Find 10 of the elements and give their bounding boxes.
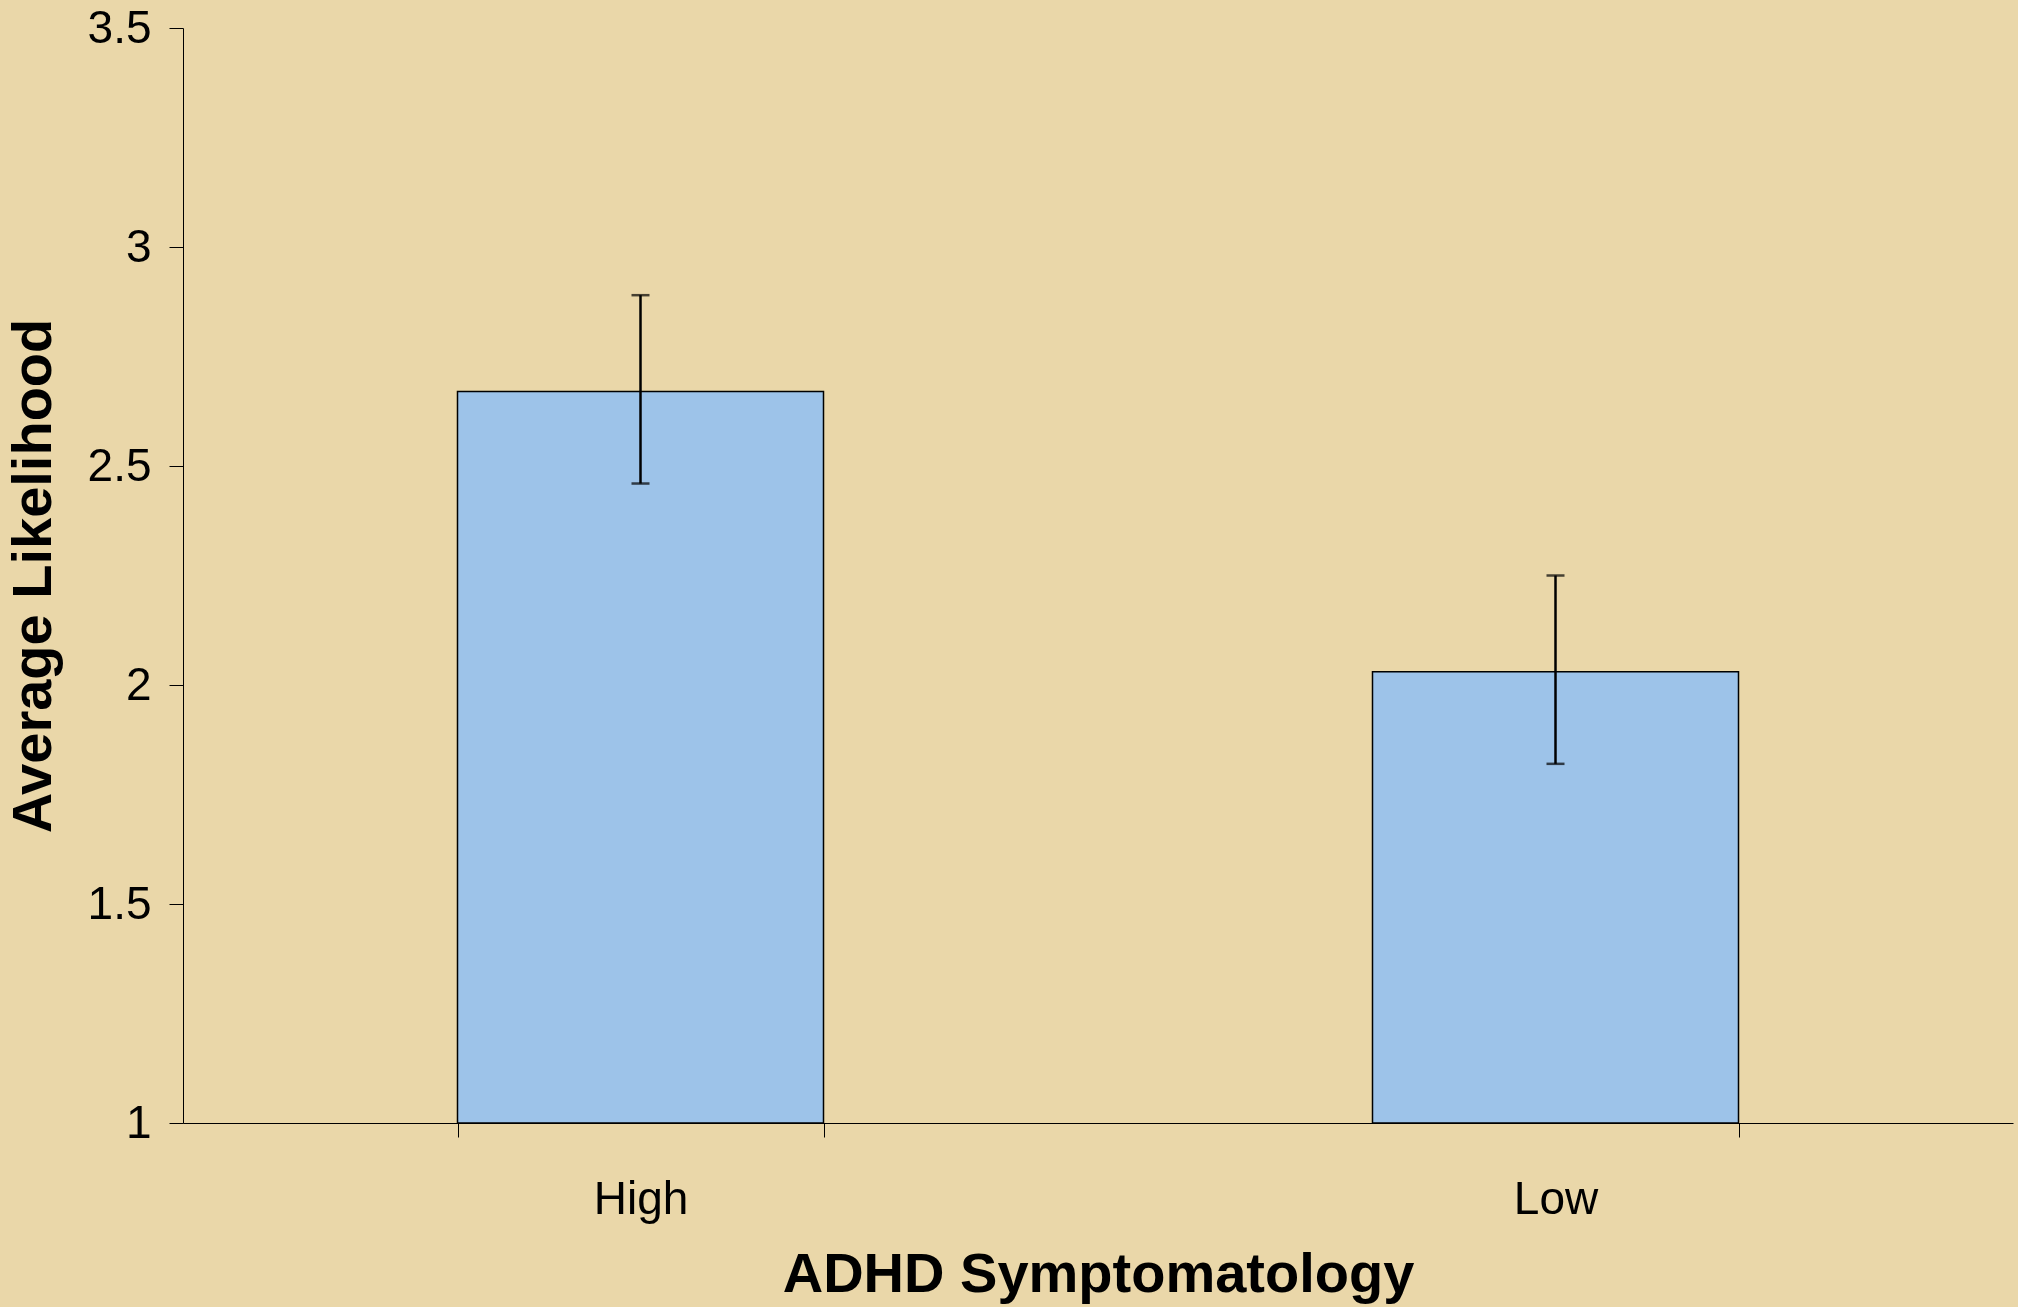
y-tick-label: 3.5	[87, 0, 152, 53]
x-tick-label: Low	[1513, 1171, 1599, 1224]
y-tick-label: 2.5	[87, 438, 152, 491]
y-tick-label: 1.5	[87, 876, 152, 929]
y-tick-label: 3	[125, 219, 152, 272]
y-tick-label: 1	[125, 1095, 152, 1148]
y-axis-title: Average Likelihood	[0, 318, 63, 834]
x-tick-label: High	[593, 1171, 689, 1224]
y-tick-label: 2	[125, 657, 152, 710]
x-axis-title: ADHD Symptomatology	[782, 1240, 1415, 1304]
